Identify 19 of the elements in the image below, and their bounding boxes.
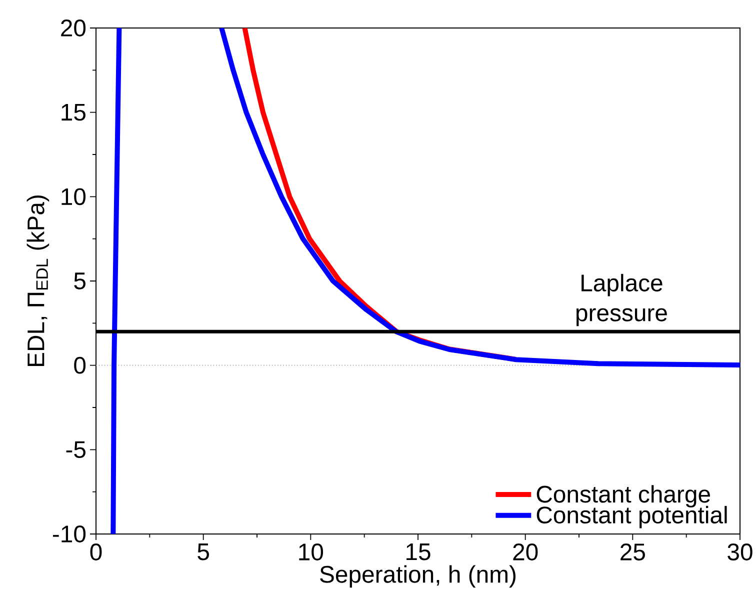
y-tick-label: 20 (61, 20, 86, 36)
y-tick-label: 15 (62, 104, 86, 121)
x-tick-label: 5 (198, 544, 209, 560)
x-tick-label: 20 (513, 544, 538, 560)
ref-line-label: Laplace pressure (576, 274, 667, 326)
y-tick-label: 0 (74, 356, 86, 374)
y-axis-title: EDL, Π$_{EDL}$ (kPa) (26, 196, 50, 366)
x-tick-label: 30 (728, 544, 752, 560)
x-tick-label: 10 (299, 544, 324, 560)
y-tick-label: -10 (52, 526, 86, 542)
x-tick-label: 15 (406, 544, 430, 560)
x-tick-label: 0 (90, 544, 102, 560)
legend-label: Constant potential (536, 506, 727, 528)
x-tick-label: 25 (620, 544, 645, 560)
y-tick-label: 5 (74, 272, 86, 290)
legend-label: Constant charge (536, 485, 710, 508)
y-tick-label: 10 (62, 188, 86, 206)
x-axis-title: Seperation, h (nm) (320, 565, 516, 588)
y-tick-label: -5 (66, 441, 86, 458)
